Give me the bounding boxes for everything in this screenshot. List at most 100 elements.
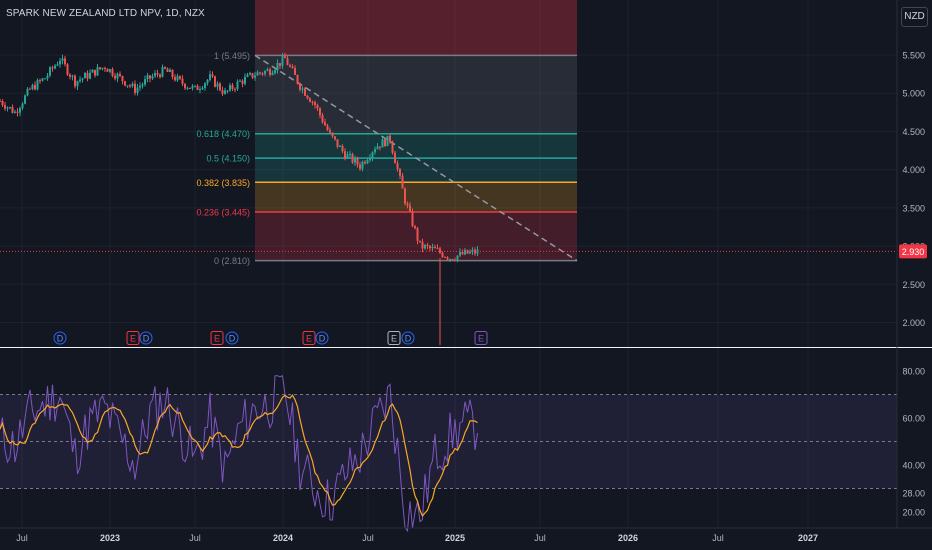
candle-body bbox=[129, 85, 131, 87]
candle-body bbox=[341, 145, 344, 152]
candle-body bbox=[391, 141, 394, 153]
candle-body bbox=[194, 85, 196, 87]
candle-body bbox=[374, 149, 376, 153]
candle-body bbox=[196, 85, 199, 91]
candle-body bbox=[91, 69, 94, 73]
marker-letter: E bbox=[306, 334, 312, 344]
candle-body bbox=[399, 169, 401, 176]
candle-body bbox=[261, 73, 264, 75]
candle-body bbox=[204, 83, 206, 88]
candle-body bbox=[314, 102, 316, 106]
dividend-marker[interactable] bbox=[315, 331, 329, 345]
rsi-pane bbox=[0, 374, 897, 533]
candle-body bbox=[396, 163, 399, 170]
candle-body bbox=[431, 246, 434, 249]
candle-body bbox=[69, 74, 71, 77]
candle-body bbox=[211, 74, 214, 77]
price-tick-label: 2.500 bbox=[902, 280, 925, 290]
candle-body bbox=[154, 73, 156, 77]
candle-body bbox=[1, 100, 4, 106]
rsi-axis[interactable]: 80.00 60.00 40.00 28.00 20.00 bbox=[902, 367, 925, 518]
candle-body bbox=[121, 75, 124, 82]
marker-letter: D bbox=[319, 334, 326, 344]
candle-body bbox=[216, 83, 219, 87]
time-axis[interactable]: Jul 2023 Jul 2024 Jul 2025 Jul 2026 Jul 2027 bbox=[0, 527, 932, 543]
marker-letter: D bbox=[143, 334, 150, 344]
candle-body bbox=[51, 67, 54, 69]
price-tick-label: 3.500 bbox=[902, 203, 925, 213]
candle-body bbox=[161, 67, 164, 77]
candle-body bbox=[71, 75, 74, 77]
earnings-marker[interactable] bbox=[126, 331, 140, 345]
candle-body bbox=[371, 152, 374, 158]
time-tick-label: 2026 bbox=[618, 533, 638, 543]
dividend-marker[interactable] bbox=[401, 331, 415, 345]
fibonacci-retracement[interactable]: 1 (5.495) 0.618 (4.470) 0.5 (4.150) 0.382 (… bbox=[196, 0, 578, 266]
dividend-marker[interactable] bbox=[53, 331, 67, 345]
candle-body bbox=[81, 78, 84, 80]
candle-body bbox=[316, 105, 319, 109]
candle-body bbox=[6, 107, 9, 109]
candle-body bbox=[444, 256, 446, 258]
candle-body bbox=[259, 72, 261, 74]
candle-body bbox=[456, 255, 459, 260]
candle-body bbox=[466, 249, 469, 254]
candle-body bbox=[424, 244, 426, 249]
candle-body bbox=[139, 85, 141, 88]
candle-body bbox=[304, 88, 306, 96]
candle-body bbox=[184, 83, 186, 89]
candle-body bbox=[189, 87, 191, 89]
candle-body bbox=[49, 67, 51, 76]
candle-body bbox=[384, 139, 386, 147]
candle-body bbox=[276, 62, 279, 71]
earnings-marker[interactable] bbox=[302, 331, 316, 345]
candle-body bbox=[406, 203, 409, 206]
candle-body bbox=[89, 72, 91, 79]
fib-zone-top bbox=[255, 0, 577, 56]
candle-body bbox=[61, 58, 64, 61]
candle-body bbox=[146, 75, 149, 80]
candle-body bbox=[226, 90, 229, 92]
candle-body bbox=[21, 103, 24, 109]
candle-body bbox=[419, 240, 421, 242]
dividend-marker[interactable] bbox=[139, 331, 153, 345]
candle-body bbox=[294, 68, 296, 75]
currency-button[interactable]: NZD bbox=[901, 7, 928, 27]
candle-body bbox=[206, 79, 209, 84]
fib-trend-line[interactable] bbox=[254, 54, 578, 262]
candle-body bbox=[66, 64, 69, 75]
candle-body bbox=[119, 73, 121, 76]
candle-body bbox=[369, 157, 371, 161]
dividend-marker[interactable] bbox=[225, 331, 239, 345]
candle-body bbox=[411, 211, 414, 227]
fib-zone bbox=[255, 158, 577, 183]
candle-body bbox=[434, 246, 436, 249]
time-tick-label: 2023 bbox=[100, 533, 120, 543]
candle-body bbox=[359, 164, 361, 169]
marker-letter: E bbox=[214, 334, 220, 344]
candle-body bbox=[64, 58, 66, 65]
earnings-marker[interactable] bbox=[474, 331, 488, 345]
candle-body bbox=[99, 67, 101, 70]
fib-level-label: 0.236 (3.445) bbox=[196, 208, 250, 218]
candle-body bbox=[254, 75, 256, 78]
rsi-tick-label: 80.00 bbox=[902, 367, 925, 377]
marker-letter: E bbox=[478, 334, 484, 344]
candle-body bbox=[174, 77, 176, 81]
candle-body bbox=[364, 161, 366, 164]
candle-body bbox=[421, 241, 424, 249]
candle-body bbox=[209, 74, 211, 80]
time-tick-label: Jul bbox=[189, 533, 201, 543]
earnings-marker[interactable] bbox=[387, 331, 401, 345]
candle-body bbox=[229, 85, 231, 91]
fib-level-label: 0 (2.810) bbox=[214, 256, 250, 266]
earnings-marker[interactable] bbox=[210, 331, 224, 345]
candle-body bbox=[74, 75, 76, 87]
candle-body bbox=[124, 81, 126, 86]
candle-body bbox=[301, 88, 304, 90]
time-tick-label: Jul bbox=[362, 533, 374, 543]
candle-body bbox=[331, 132, 334, 137]
